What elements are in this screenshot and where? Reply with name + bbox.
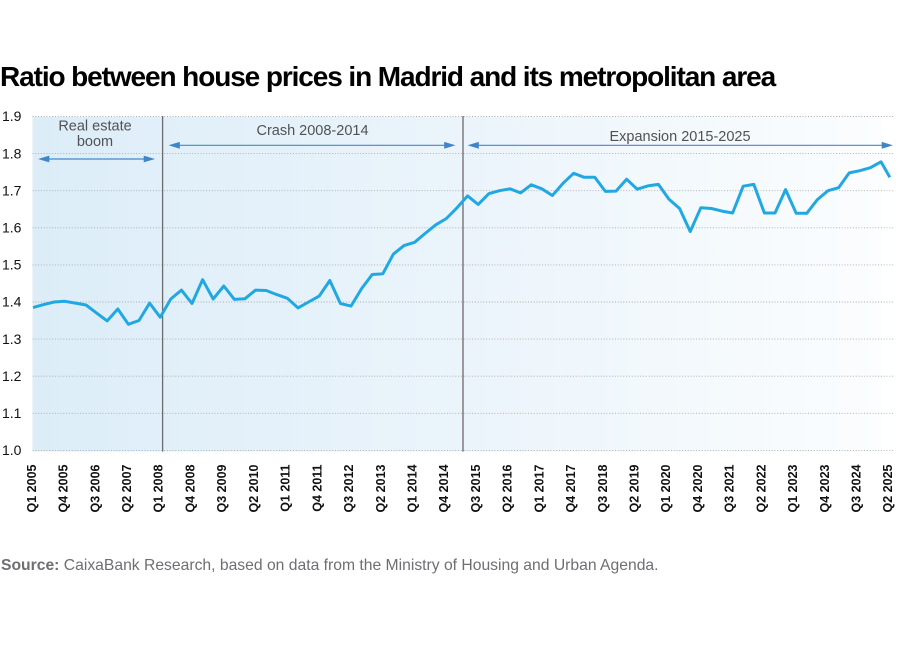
svg-text:1.0: 1.0 (2, 442, 22, 458)
svg-text:1.9: 1.9 (2, 108, 22, 124)
svg-text:Expansion 2015-2025: Expansion 2015-2025 (609, 129, 750, 145)
svg-text:Q4 2020: Q4 2020 (691, 464, 705, 512)
svg-text:1.2: 1.2 (2, 368, 22, 384)
svg-text:Q4 2017: Q4 2017 (564, 464, 578, 512)
svg-text:1.3: 1.3 (2, 331, 22, 347)
svg-text:1.6: 1.6 (2, 220, 22, 236)
svg-text:Real estate: Real estate (58, 118, 131, 134)
svg-text:Q2 2010: Q2 2010 (247, 464, 261, 512)
svg-text:Crash 2008-2014: Crash 2008-2014 (256, 123, 368, 139)
svg-text:Q3 2021: Q3 2021 (723, 464, 737, 512)
svg-text:Q3 2015: Q3 2015 (469, 464, 483, 512)
svg-text:1.8: 1.8 (2, 145, 22, 161)
svg-text:Q1 2008: Q1 2008 (152, 464, 166, 512)
svg-text:1.1: 1.1 (2, 405, 22, 421)
svg-text:Q1 2011: Q1 2011 (279, 464, 293, 511)
svg-text:Q2 2022: Q2 2022 (754, 464, 768, 512)
svg-text:Q2 2025: Q2 2025 (881, 464, 895, 512)
svg-text:Q3 2024: Q3 2024 (850, 464, 864, 512)
svg-text:Q4 2023: Q4 2023 (818, 464, 832, 512)
svg-text:Q3 2018: Q3 2018 (596, 464, 610, 512)
svg-text:Q4 2014: Q4 2014 (437, 464, 451, 512)
svg-text:Q2 2019: Q2 2019 (628, 464, 642, 512)
svg-text:Q1 2005: Q1 2005 (25, 464, 39, 512)
svg-text:1.7: 1.7 (2, 182, 22, 198)
svg-text:Q3 2012: Q3 2012 (342, 464, 356, 512)
svg-text:Q4 2005: Q4 2005 (57, 464, 71, 512)
svg-text:Q4 2011: Q4 2011 (310, 464, 324, 511)
svg-text:1.4: 1.4 (2, 294, 22, 310)
svg-text:Q1 2023: Q1 2023 (786, 464, 800, 512)
svg-text:1.5: 1.5 (2, 257, 22, 273)
svg-text:Q2 2016: Q2 2016 (501, 464, 515, 512)
svg-text:boom: boom (77, 134, 113, 150)
svg-text:Q3 2009: Q3 2009 (215, 464, 229, 512)
svg-text:Q2 2007: Q2 2007 (120, 464, 134, 512)
svg-text:Q1 2017: Q1 2017 (532, 464, 546, 512)
svg-text:Q4 2008: Q4 2008 (184, 464, 198, 512)
svg-text:Q2 2013: Q2 2013 (374, 464, 388, 512)
svg-text:Q1 2014: Q1 2014 (406, 464, 420, 512)
svg-text:Q3 2006: Q3 2006 (88, 464, 102, 512)
svg-text:Q1 2020: Q1 2020 (659, 464, 673, 512)
